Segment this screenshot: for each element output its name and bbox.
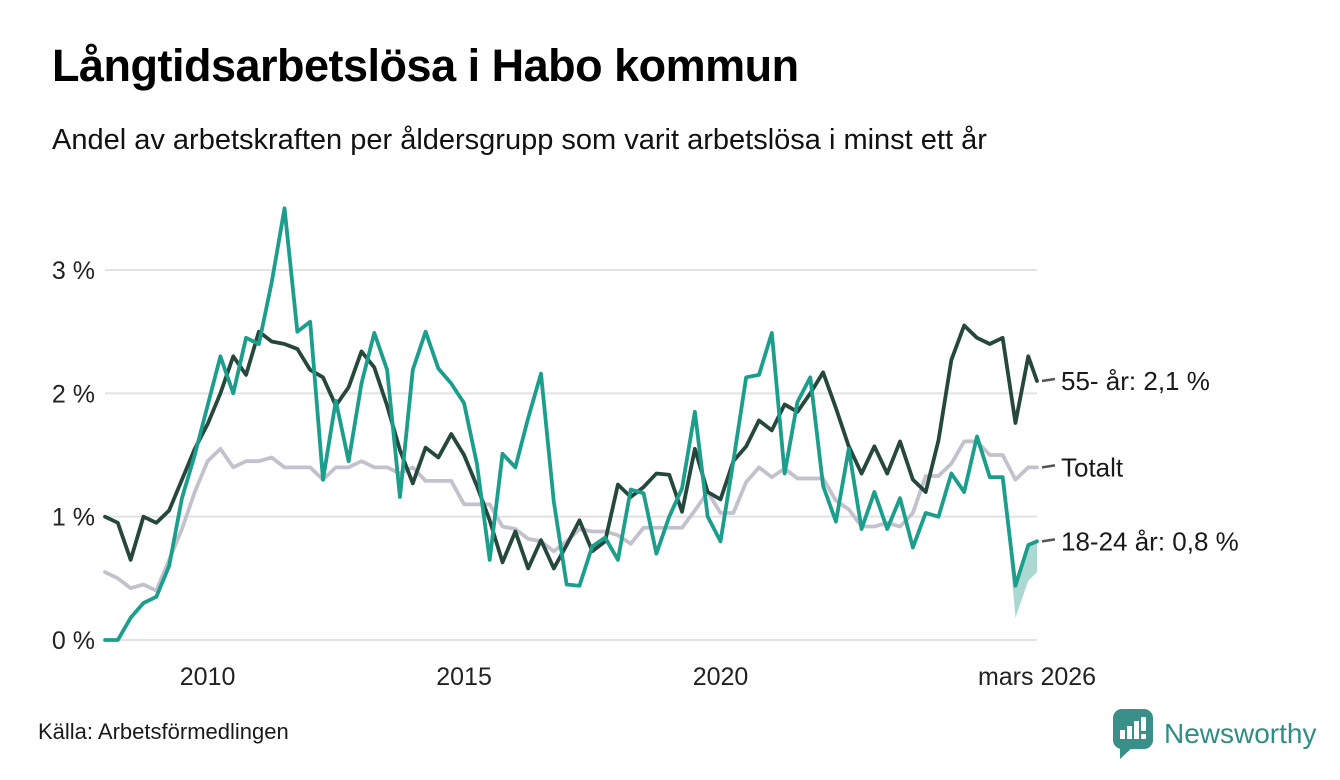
x-tick-label: mars 2026 — [978, 663, 1096, 691]
y-tick-label: 1 % — [52, 504, 95, 532]
y-tick-label: 3 % — [52, 257, 95, 285]
logo-bubble — [1113, 709, 1153, 749]
newsworthy-logo-text: Newsworthy — [1164, 718, 1317, 749]
series-end-label: Totalt — [1061, 452, 1124, 482]
end-label-tick — [1041, 464, 1056, 469]
y-tick-label: 0 % — [52, 627, 95, 655]
page-title: Långtidsarbetslösa i Habo kommun — [52, 40, 799, 91]
series-end-label: 55- år: 2,1 % — [1061, 366, 1210, 396]
forecast-band — [1005, 479, 1037, 618]
y-tick-label: 2 % — [52, 380, 95, 408]
logo-bar-3 — [1134, 721, 1139, 739]
x-tick-label: 2020 — [693, 663, 749, 691]
x-tick-label: 2010 — [180, 663, 236, 691]
series-line-18-24-r — [103, 206, 1039, 642]
x-tick-label: 2015 — [436, 663, 492, 691]
logo-bubble-tail — [1120, 747, 1133, 759]
line-chart: 0 % 1 % 2 % 3 % 2010 2015 2020 mars 2026 Totalt 5… — [52, 206, 1239, 691]
end-label-tick — [1041, 377, 1056, 383]
source-note: Källa: Arbetsförmedlingen — [38, 719, 289, 744]
newsworthy-logo: Newsworthy — [1112, 708, 1316, 760]
series-end-label: 18-24 år: 0,8 % — [1061, 526, 1239, 556]
page-subtitle: Andel av arbetskraften per åldersgrupp s… — [52, 124, 987, 156]
logo-bar-2 — [1127, 726, 1132, 739]
newsworthy-logo-icon — [1113, 709, 1153, 759]
series-line-55-r — [103, 323, 1039, 571]
logo-exclamation-dot — [1141, 734, 1146, 739]
end-label-tick — [1041, 538, 1056, 543]
logo-bar-1 — [1120, 730, 1125, 739]
logo-exclamation-stem — [1141, 717, 1146, 731]
